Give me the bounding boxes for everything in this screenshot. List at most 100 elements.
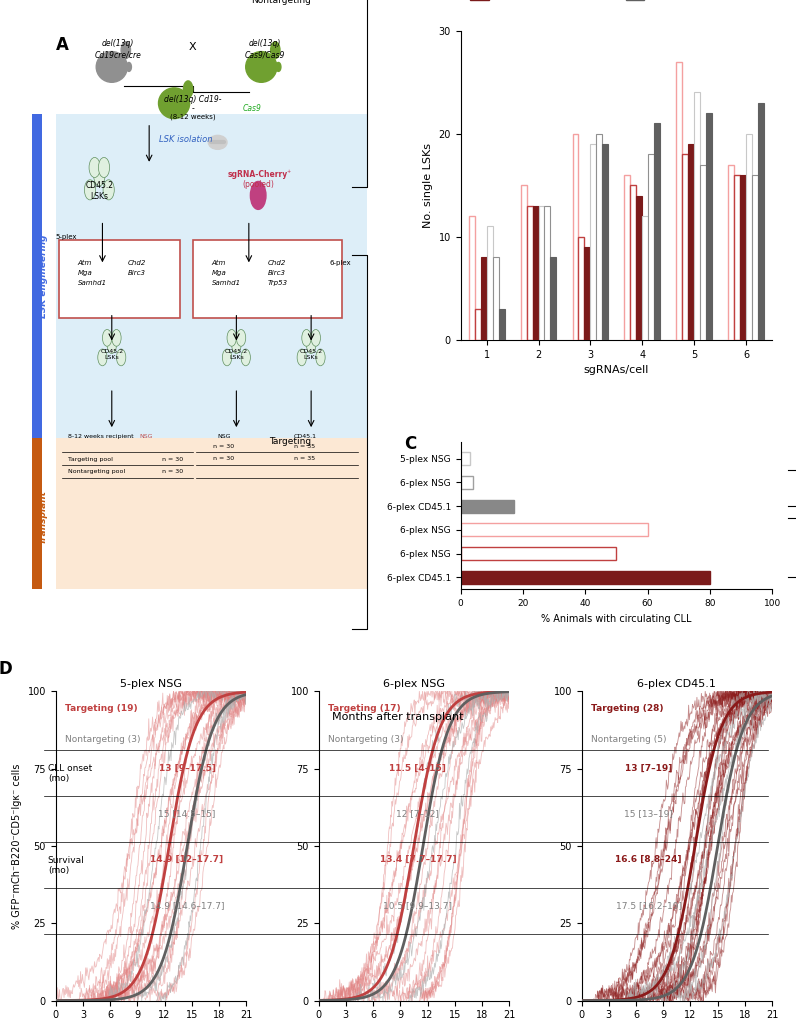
Bar xyxy=(527,206,533,340)
Text: -: - xyxy=(191,104,194,113)
Text: 14.9 [12–17.7]: 14.9 [12–17.7] xyxy=(150,856,224,865)
Text: (8-12 weeks): (8-12 weeks) xyxy=(170,113,216,119)
Text: CD45.2
LSKs: CD45.2 LSKs xyxy=(299,349,322,359)
Bar xyxy=(648,154,654,340)
Bar xyxy=(700,164,706,340)
Circle shape xyxy=(84,180,96,200)
Bar xyxy=(498,309,505,340)
Bar xyxy=(591,144,596,340)
Text: n = 30: n = 30 xyxy=(162,469,183,474)
Bar xyxy=(596,134,603,340)
Text: 6-plex: 6-plex xyxy=(330,259,352,265)
FancyBboxPatch shape xyxy=(56,114,367,438)
Text: C: C xyxy=(404,435,417,452)
Title: 6-plex CD45.1: 6-plex CD45.1 xyxy=(638,679,716,689)
Circle shape xyxy=(311,330,321,346)
FancyBboxPatch shape xyxy=(56,438,367,589)
Text: $^+$: $^+$ xyxy=(285,171,291,177)
Circle shape xyxy=(316,349,325,366)
Circle shape xyxy=(103,330,111,346)
Bar xyxy=(493,257,498,340)
Circle shape xyxy=(121,42,131,58)
Bar xyxy=(746,134,752,340)
Text: Months after transplant: Months after transplant xyxy=(332,712,464,722)
Text: Mga: Mga xyxy=(77,270,92,276)
Bar xyxy=(33,438,41,589)
Circle shape xyxy=(306,337,316,353)
Text: 13 [9–17.5]: 13 [9–17.5] xyxy=(158,764,216,773)
Circle shape xyxy=(227,330,236,346)
Text: del(13q) Cd19-: del(13q) Cd19- xyxy=(164,95,221,104)
Text: Atm: Atm xyxy=(212,259,226,265)
Bar xyxy=(654,124,660,340)
Circle shape xyxy=(302,330,311,346)
Text: Nontargeting (3): Nontargeting (3) xyxy=(328,735,404,743)
Bar xyxy=(474,309,481,340)
Circle shape xyxy=(98,349,107,366)
Bar xyxy=(486,227,493,340)
Text: 16.6 [8.8–24]: 16.6 [8.8–24] xyxy=(615,856,682,865)
Text: Birc3: Birc3 xyxy=(127,270,146,276)
X-axis label: sgRNAs/cell: sgRNAs/cell xyxy=(583,366,649,375)
Text: Transplant: Transplant xyxy=(39,490,48,543)
Circle shape xyxy=(183,81,193,98)
Text: Nontargeting pool: Nontargeting pool xyxy=(68,469,125,474)
Text: del(13q): del(13q) xyxy=(102,39,135,48)
Text: Targeting (17): Targeting (17) xyxy=(328,703,401,713)
Circle shape xyxy=(111,330,121,346)
Bar xyxy=(461,524,647,536)
Text: sgRNA-Cherry: sgRNA-Cherry xyxy=(228,171,288,180)
Title: 5-plex NSG: 5-plex NSG xyxy=(120,679,182,689)
Bar xyxy=(539,206,544,340)
Text: Targeting (19): Targeting (19) xyxy=(65,703,138,713)
Text: CD45.1: CD45.1 xyxy=(294,434,316,439)
Text: n = 30: n = 30 xyxy=(213,444,235,449)
Circle shape xyxy=(251,182,266,209)
Y-axis label: % GFP⁻mCh⁻B220⁻CD5⁻Igκ⁻ cells: % GFP⁻mCh⁻B220⁻CD5⁻Igκ⁻ cells xyxy=(12,764,22,929)
Circle shape xyxy=(276,62,281,71)
Text: 11.5 [4–15]: 11.5 [4–15] xyxy=(389,764,447,773)
Text: 10.5 [9.9–13.7]: 10.5 [9.9–13.7] xyxy=(384,902,452,911)
Circle shape xyxy=(103,180,115,200)
Circle shape xyxy=(99,157,110,178)
FancyBboxPatch shape xyxy=(59,240,181,319)
Text: Nontargeting: Nontargeting xyxy=(252,0,311,5)
Bar xyxy=(603,144,608,340)
Text: X: X xyxy=(189,42,197,52)
Text: Chd2: Chd2 xyxy=(267,259,286,265)
Bar xyxy=(461,476,473,489)
Text: 5-plex: 5-plex xyxy=(56,234,77,240)
Text: 14.9 [14.6–17.7]: 14.9 [14.6–17.7] xyxy=(150,902,224,911)
Circle shape xyxy=(127,62,131,71)
Text: NSG: NSG xyxy=(217,434,231,439)
Bar xyxy=(758,103,764,340)
Bar xyxy=(728,164,734,340)
Circle shape xyxy=(297,349,306,366)
Bar xyxy=(33,114,41,438)
Text: Cas9/Cas9: Cas9/Cas9 xyxy=(244,50,285,59)
Text: Targeting: Targeting xyxy=(269,437,311,446)
Text: Mga: Mga xyxy=(212,270,226,276)
Text: 17.5 [16.2–19]: 17.5 [16.2–19] xyxy=(616,902,681,911)
X-axis label: % Animals with circulating CLL: % Animals with circulating CLL xyxy=(541,614,692,624)
Text: 13 [7–19]: 13 [7–19] xyxy=(625,764,673,773)
Bar xyxy=(689,144,694,340)
Bar xyxy=(734,175,740,340)
Bar xyxy=(533,206,539,340)
Bar xyxy=(642,216,648,340)
Bar xyxy=(630,185,636,340)
Text: Chd2: Chd2 xyxy=(127,259,146,265)
Bar xyxy=(544,206,551,340)
Text: del(13q): del(13q) xyxy=(248,39,281,48)
Text: n = 35: n = 35 xyxy=(295,456,315,461)
Bar xyxy=(694,93,700,340)
Circle shape xyxy=(241,349,251,366)
Bar xyxy=(461,547,616,561)
Ellipse shape xyxy=(246,52,277,83)
Ellipse shape xyxy=(96,52,127,83)
Text: NSG: NSG xyxy=(140,434,154,439)
Text: LSK engineering: LSK engineering xyxy=(39,235,48,319)
Circle shape xyxy=(107,337,116,353)
Text: Cd19cre/cre: Cd19cre/cre xyxy=(95,50,142,59)
Bar xyxy=(481,257,486,340)
